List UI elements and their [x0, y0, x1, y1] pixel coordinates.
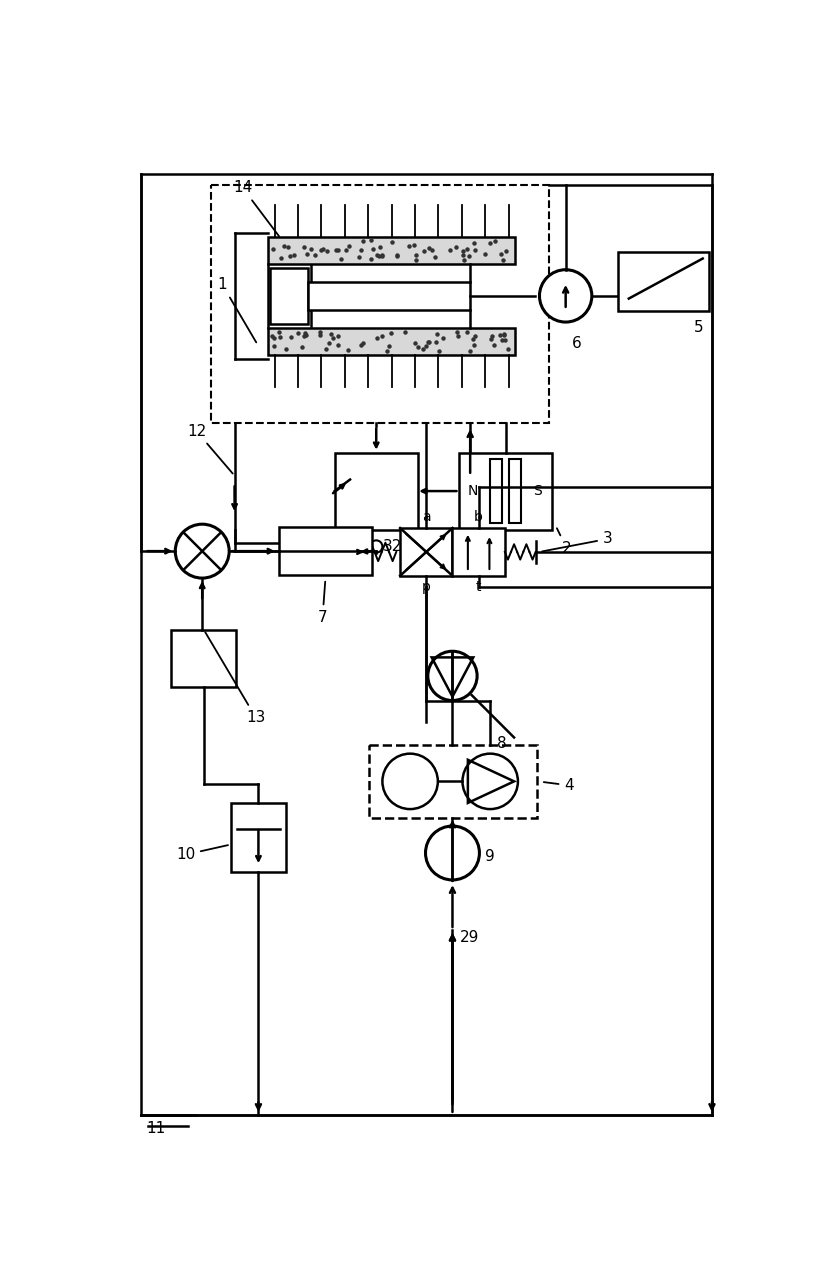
Text: 8: 8	[497, 736, 506, 751]
Text: 1: 1	[218, 278, 256, 343]
Text: t: t	[476, 580, 481, 594]
Bar	[453, 528, 505, 576]
Bar	[270, 268, 308, 324]
Text: 32: 32	[382, 539, 402, 555]
Text: 11: 11	[147, 1121, 166, 1136]
Text: 9: 9	[485, 849, 494, 864]
Text: 10: 10	[176, 845, 228, 862]
Text: a: a	[422, 510, 431, 524]
Text: 7: 7	[318, 581, 328, 624]
Circle shape	[463, 754, 518, 810]
Bar	[400, 528, 453, 576]
Bar	[335, 453, 418, 529]
Text: b: b	[474, 510, 483, 524]
Bar	[490, 458, 502, 523]
Bar	[231, 803, 286, 872]
Text: 5: 5	[693, 320, 703, 335]
Bar	[268, 327, 515, 355]
Text: 29: 29	[460, 930, 480, 945]
Circle shape	[370, 541, 382, 553]
Text: 14: 14	[233, 180, 279, 236]
Bar	[308, 282, 470, 310]
Text: 13: 13	[205, 632, 266, 725]
Bar	[369, 745, 537, 819]
Text: 12: 12	[187, 424, 233, 473]
Bar	[279, 528, 372, 575]
Bar	[172, 629, 236, 687]
Text: 2: 2	[557, 528, 572, 556]
Bar	[618, 253, 709, 311]
Circle shape	[176, 524, 229, 579]
Text: 4: 4	[544, 778, 574, 793]
Bar	[510, 458, 521, 523]
Circle shape	[540, 270, 592, 322]
Text: p: p	[422, 580, 431, 594]
Text: 3: 3	[542, 532, 612, 552]
Text: S: S	[533, 483, 542, 497]
Circle shape	[425, 826, 480, 879]
Circle shape	[382, 754, 438, 810]
Bar	[459, 453, 552, 529]
Text: 6: 6	[572, 336, 581, 352]
Bar	[268, 237, 515, 264]
Circle shape	[428, 651, 477, 700]
Text: N: N	[468, 483, 478, 497]
Bar	[211, 184, 549, 424]
